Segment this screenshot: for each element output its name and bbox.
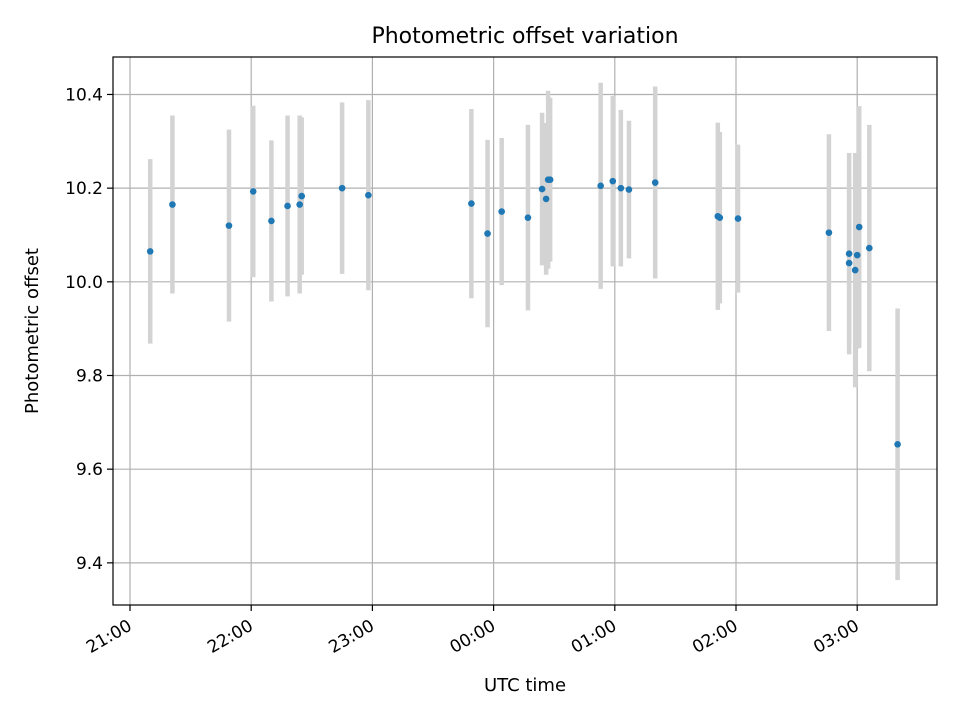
data-point <box>845 259 853 267</box>
data-point <box>734 215 742 222</box>
data-point <box>498 208 505 215</box>
data-point <box>169 201 176 208</box>
x-axis-label: UTC time <box>484 675 566 696</box>
data-point <box>538 185 546 193</box>
data-point <box>851 266 859 274</box>
data-point <box>365 191 372 199</box>
plot-frame <box>112 56 938 606</box>
data-point <box>625 186 633 193</box>
data-point <box>853 251 861 259</box>
y-tick-label: 10.2 <box>65 179 103 199</box>
y-tick-label: 10.0 <box>65 273 103 293</box>
data-point <box>524 214 532 221</box>
data-point <box>617 184 625 192</box>
data-point <box>825 229 833 236</box>
y-axis-label: Photometric offset <box>22 248 43 414</box>
chart-title: Photometric offset variation <box>371 24 678 49</box>
data-point <box>484 230 491 237</box>
data-point <box>716 214 724 221</box>
data-point <box>542 195 550 203</box>
y-tick-label: 10.4 <box>65 85 103 105</box>
data-point <box>609 177 617 185</box>
y-axis-ticks: 9.4 9.6 9.8 10.0 10.2 10.4 <box>65 85 113 574</box>
data-point <box>546 176 554 184</box>
data-point <box>597 182 604 190</box>
data-point <box>225 222 233 229</box>
data-points <box>146 176 901 448</box>
y-tick-label: 9.6 <box>76 460 103 480</box>
data-point <box>284 202 291 210</box>
data-point <box>338 184 346 192</box>
data-point <box>146 248 154 255</box>
data-point <box>855 223 863 231</box>
y-tick-label: 9.8 <box>76 366 103 386</box>
data-point <box>249 188 257 195</box>
data-point <box>298 192 306 200</box>
data-point <box>651 179 659 186</box>
data-point <box>468 200 475 207</box>
data-point <box>268 217 275 225</box>
y-tick-label: 9.4 <box>76 554 103 574</box>
data-point <box>866 244 873 252</box>
data-point <box>296 201 303 208</box>
data-point <box>894 441 901 448</box>
data-point <box>845 250 853 258</box>
